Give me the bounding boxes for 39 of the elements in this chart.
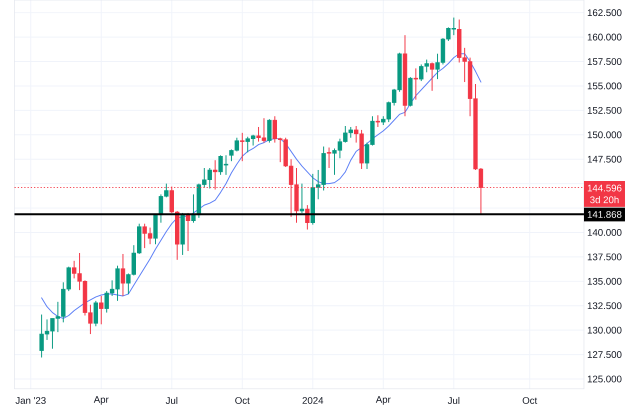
candlestick (326, 146, 332, 168)
y-tick-label: 157.500 (588, 58, 622, 65)
y-tick-label: 132.500 (588, 302, 622, 310)
x-tick-label: Oct (235, 396, 250, 404)
x-tick-label: Jan '23 (16, 396, 46, 404)
x-tick-label: Apr (376, 396, 391, 405)
y-tick-label: 162.500 (588, 9, 622, 16)
candlestick (430, 62, 434, 92)
candlestick (240, 132, 244, 162)
candlestick (191, 194, 196, 224)
y-tick-label: 125.000 (588, 375, 622, 382)
candlestick (267, 118, 272, 143)
x-tick-label: 2024 (302, 396, 324, 404)
ref-line-label: 141.868 (588, 210, 622, 218)
candlestick (414, 68, 418, 100)
y-tick-label: 152.500 (588, 106, 622, 114)
ref-line-label: 144.596 (588, 184, 622, 192)
x-tick-label: Jul (166, 396, 178, 404)
candlestick (300, 183, 304, 214)
y-tick-label: 155.000 (588, 82, 622, 90)
y-tick-label: 160.000 (588, 34, 622, 40)
candlestick (94, 300, 98, 327)
candlestick (99, 295, 104, 325)
y-tick-label: 140.000 (588, 228, 622, 236)
candlestick (305, 204, 310, 230)
candlestick (186, 212, 190, 252)
text: 3d 20h (590, 196, 619, 204)
y-tick-label: 147.500 (588, 156, 622, 163)
y-tick-label: 150.000 (588, 131, 622, 138)
x-tick-label: Jul (448, 396, 460, 404)
x-tick-label: Apr (94, 396, 109, 405)
y-tick-label: 130.000 (588, 326, 622, 334)
x-tick-label: Oct (522, 396, 538, 404)
y-tick-label: 127.500 (588, 351, 622, 358)
y-tick-label: 137.500 (588, 253, 622, 260)
candlestick (120, 253, 126, 296)
candlestick (376, 114, 380, 128)
y-tick-label: 135.000 (588, 278, 622, 285)
candlestick (153, 213, 158, 245)
